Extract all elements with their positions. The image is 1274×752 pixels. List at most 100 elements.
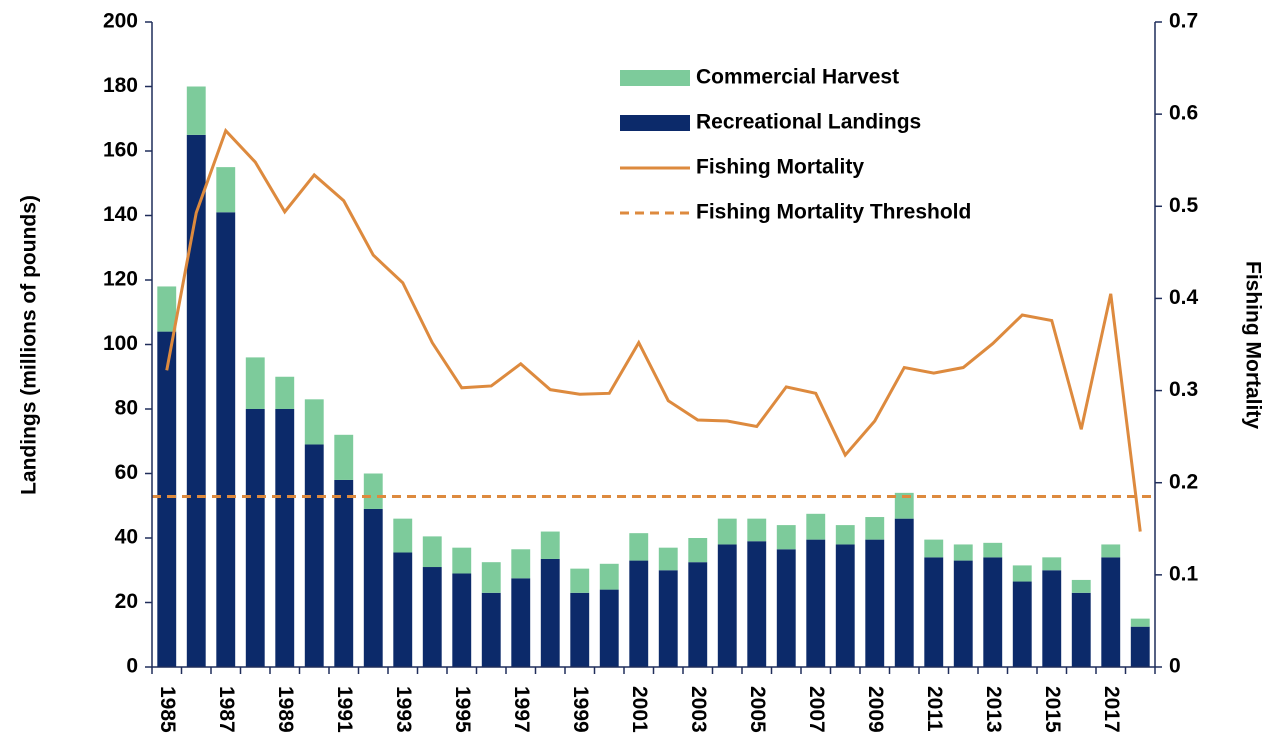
y-axis-label: Landings (millions of pounds) bbox=[18, 195, 41, 495]
bar bbox=[157, 331, 177, 667]
x-tick-label: 1997 bbox=[510, 686, 533, 733]
bar bbox=[304, 399, 324, 445]
y-tick-label: 20 bbox=[115, 590, 138, 613]
y-tick-label: 40 bbox=[115, 526, 138, 549]
bar bbox=[245, 409, 265, 667]
x-tick-label: 2003 bbox=[687, 686, 710, 733]
bar bbox=[924, 557, 944, 667]
bar bbox=[1071, 592, 1091, 667]
bar bbox=[511, 578, 531, 667]
bar bbox=[570, 592, 590, 667]
y2-tick-label: 0 bbox=[1169, 655, 1181, 678]
bar bbox=[806, 539, 826, 667]
x-tick-label: 1985 bbox=[156, 686, 179, 733]
y-tick-label: 200 bbox=[103, 10, 138, 33]
y-tick-label: 60 bbox=[115, 461, 138, 484]
bar bbox=[452, 547, 472, 574]
bar bbox=[1042, 570, 1062, 667]
bar bbox=[953, 560, 973, 667]
x-tick-label: 1999 bbox=[569, 686, 592, 733]
bar bbox=[570, 568, 590, 593]
bar bbox=[245, 357, 265, 409]
bar bbox=[540, 558, 560, 667]
bar bbox=[629, 533, 649, 561]
bar bbox=[599, 563, 619, 590]
x-tick-label: 1991 bbox=[333, 686, 356, 733]
bar bbox=[983, 542, 1003, 558]
y-tick-label: 0 bbox=[126, 655, 138, 678]
y2-tick-label: 0.3 bbox=[1169, 378, 1198, 401]
bar bbox=[806, 513, 826, 540]
bar bbox=[894, 518, 914, 667]
x-tick-label: 2009 bbox=[864, 686, 887, 733]
bar bbox=[658, 547, 678, 571]
bar bbox=[540, 531, 560, 559]
bar bbox=[658, 570, 678, 667]
bar bbox=[452, 573, 472, 667]
x-tick-label: 2013 bbox=[982, 686, 1005, 733]
y-tick-label: 180 bbox=[103, 74, 138, 97]
bar bbox=[835, 544, 855, 667]
bar bbox=[422, 567, 442, 667]
bar bbox=[629, 560, 649, 667]
bar bbox=[363, 508, 383, 667]
x-tick-label: 1989 bbox=[274, 686, 297, 733]
bar bbox=[924, 539, 944, 558]
bar bbox=[865, 517, 885, 540]
y-tick-label: 120 bbox=[103, 268, 138, 291]
bar bbox=[983, 557, 1003, 667]
bar bbox=[1012, 581, 1032, 667]
x-tick-label: 2001 bbox=[628, 686, 651, 733]
bar bbox=[894, 492, 914, 519]
bar bbox=[776, 549, 796, 667]
bar bbox=[216, 167, 236, 213]
y-tick-label: 80 bbox=[115, 397, 138, 420]
legend-swatch bbox=[620, 115, 690, 131]
bar bbox=[481, 562, 501, 593]
bar bbox=[717, 544, 737, 667]
y-tick-label: 160 bbox=[103, 139, 138, 162]
y2-tick-label: 0.4 bbox=[1169, 286, 1199, 309]
x-tick-label: 1993 bbox=[392, 686, 415, 733]
bar bbox=[275, 409, 295, 667]
x-tick-label: 2005 bbox=[746, 686, 769, 733]
x-tick-label: 1995 bbox=[451, 686, 474, 733]
y2-tick-label: 0.7 bbox=[1169, 10, 1198, 33]
bar bbox=[275, 376, 295, 409]
bar bbox=[186, 134, 206, 667]
legend-label: Commercial Harvest bbox=[696, 66, 899, 89]
bar bbox=[1101, 557, 1121, 667]
x-tick-label: 2011 bbox=[923, 686, 946, 732]
bar bbox=[393, 518, 413, 553]
bar bbox=[953, 544, 973, 561]
y2-tick-label: 0.1 bbox=[1169, 562, 1199, 585]
y2-tick-label: 0.5 bbox=[1169, 194, 1199, 217]
bar bbox=[599, 589, 619, 667]
bar bbox=[1130, 626, 1150, 667]
bar bbox=[747, 541, 767, 667]
legend-label: Recreational Landings bbox=[696, 111, 921, 134]
bar bbox=[304, 444, 324, 667]
bar bbox=[1130, 618, 1150, 627]
bar bbox=[747, 518, 767, 542]
y-tick-label: 140 bbox=[103, 203, 138, 226]
y2-tick-label: 0.2 bbox=[1169, 470, 1198, 493]
bar bbox=[334, 434, 354, 480]
bar bbox=[1071, 579, 1091, 593]
y2-tick-label: 0.6 bbox=[1169, 102, 1198, 125]
bar bbox=[776, 525, 796, 550]
bar bbox=[511, 549, 531, 579]
bar bbox=[157, 286, 177, 332]
x-tick-label: 1987 bbox=[215, 686, 238, 733]
bar bbox=[865, 539, 885, 667]
bar bbox=[422, 536, 442, 568]
x-tick-label: 2007 bbox=[805, 686, 828, 733]
bar bbox=[717, 518, 737, 545]
bar bbox=[835, 525, 855, 545]
bar bbox=[393, 552, 413, 667]
bar bbox=[1012, 565, 1032, 582]
bar bbox=[481, 592, 501, 667]
legend-label: Fishing Mortality bbox=[696, 156, 864, 179]
bar bbox=[363, 473, 383, 509]
